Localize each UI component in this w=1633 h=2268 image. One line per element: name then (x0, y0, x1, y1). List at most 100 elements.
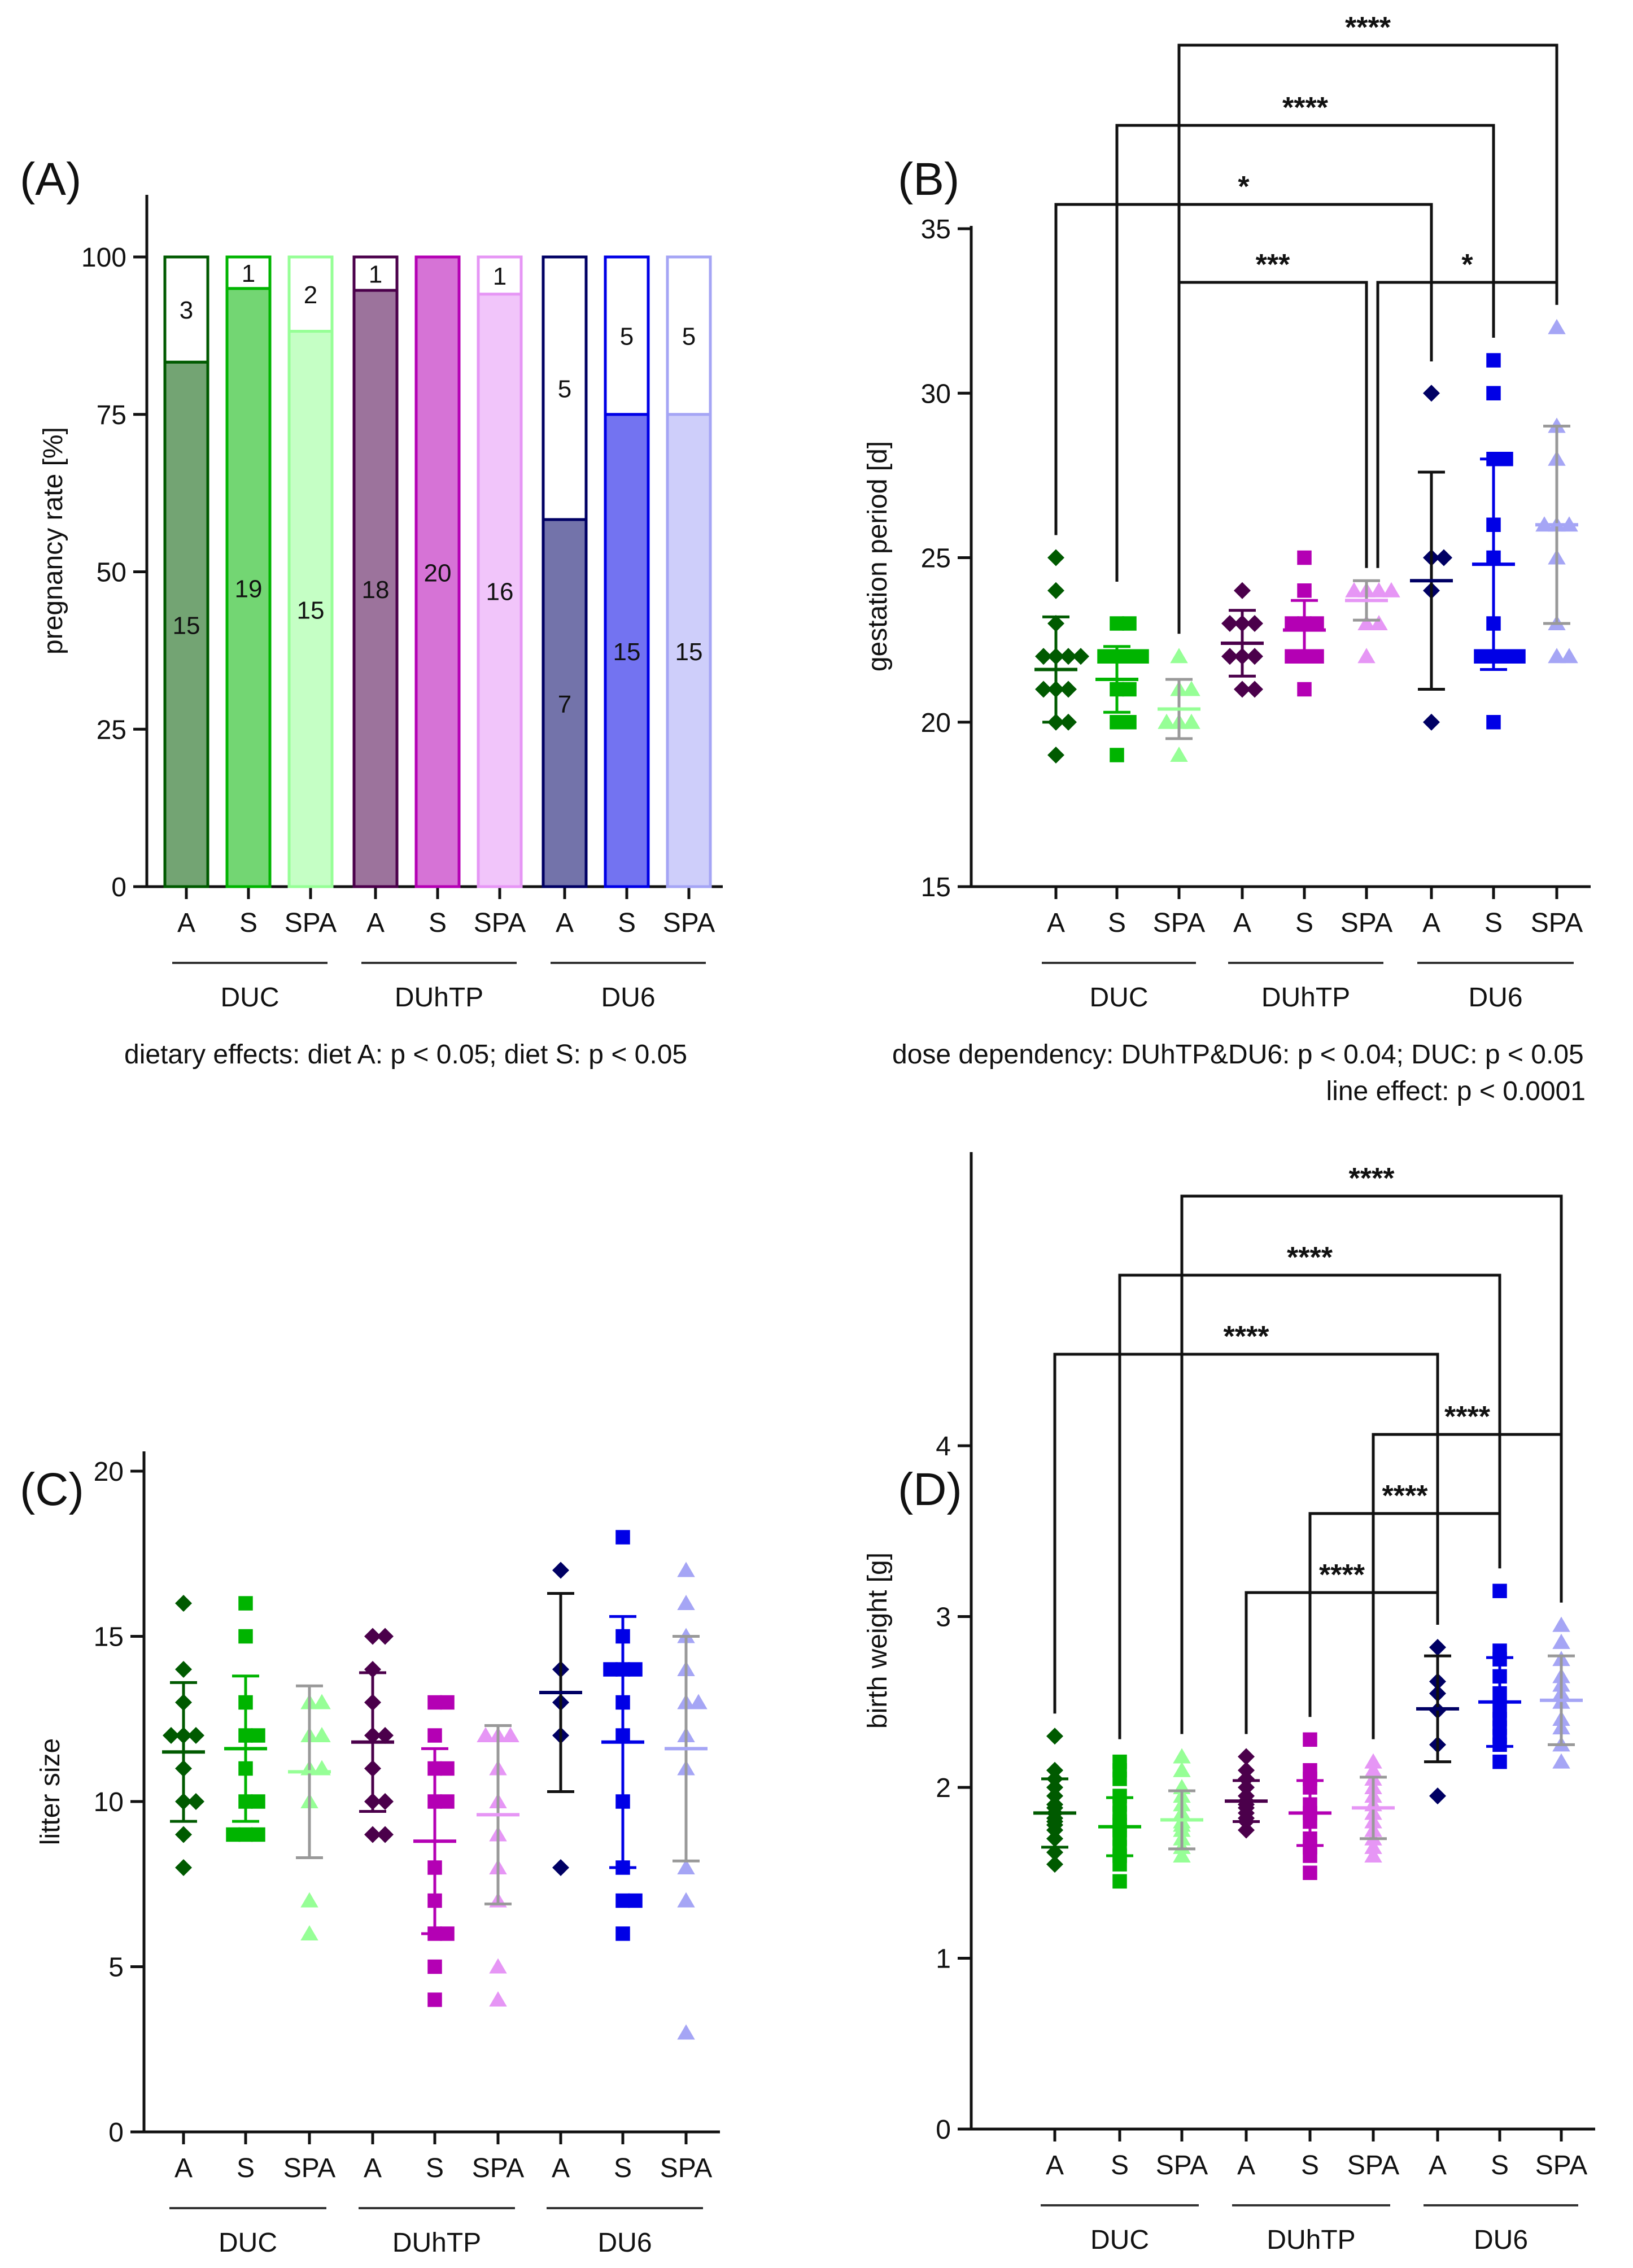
data-point (1110, 748, 1124, 762)
bar-count-not-pregnant: 1 (493, 263, 507, 290)
data-point (1046, 1856, 1063, 1873)
bar-pregnant (477, 293, 523, 888)
data-point (427, 1695, 442, 1710)
y-tick-label: 35 (921, 215, 951, 245)
y-tick-label: 100 (81, 243, 126, 273)
x-tick-label: S (1295, 908, 1313, 938)
bar-not-pregnant (163, 255, 209, 364)
data-point (1173, 1847, 1191, 1863)
data-point (175, 1595, 192, 1612)
data-point (1238, 1821, 1255, 1839)
x-tick-label: S (1111, 2151, 1129, 2180)
data-point (1492, 1584, 1507, 1598)
significance-bracket (1372, 1433, 1563, 1739)
data-point (1158, 713, 1176, 729)
x-tick-label: A (1047, 908, 1065, 938)
data-point (1238, 1770, 1255, 1787)
data-point (689, 1694, 708, 1709)
data-point (1221, 615, 1238, 632)
bar-count-not-pregnant: 1 (369, 261, 382, 289)
data-point (477, 1727, 495, 1742)
data-point (1303, 1732, 1317, 1747)
data-point (1357, 615, 1376, 630)
data-point (1046, 1761, 1063, 1779)
data-point (1552, 1616, 1570, 1632)
x-tick-label: SPA (1156, 2151, 1208, 2180)
data-point (427, 1728, 442, 1743)
x-tick-label: A (177, 908, 195, 938)
bar-count-pregnant: 20 (424, 560, 452, 587)
data-point (1110, 616, 1124, 631)
x-tick-label: SPA (1535, 2151, 1587, 2180)
data-point (501, 1727, 519, 1742)
x-tick-label: S (239, 908, 257, 938)
x-tick-label: A (1237, 2151, 1255, 2180)
data-point (1370, 582, 1388, 597)
bar-count-pregnant: 15 (297, 596, 325, 624)
data-point (1285, 616, 1299, 631)
data-point (489, 1958, 507, 1974)
y-tick-label: 15 (94, 1623, 124, 1652)
data-point (1046, 1728, 1063, 1745)
panel-label: (A) (20, 154, 81, 205)
data-point (1173, 1761, 1191, 1777)
bar-count-pregnant: 15 (173, 612, 200, 640)
data-point (440, 1794, 455, 1809)
bar-count-not-pregnant: 5 (682, 322, 696, 350)
y-axis-title: pregnancy rate [%] (38, 427, 68, 655)
significance-label: **** (1224, 1320, 1270, 1353)
data-point (1364, 1761, 1382, 1777)
y-tick-label: 0 (108, 2118, 124, 2148)
bar-not-pregnant (352, 255, 399, 292)
y-tick-label: 25 (97, 715, 126, 745)
data-point (1297, 583, 1312, 598)
data-point (1303, 1763, 1317, 1778)
x-tick-label: A (366, 908, 385, 938)
data-point (440, 1761, 455, 1776)
significance-bracket (1118, 1273, 1501, 1739)
data-point (1234, 681, 1251, 698)
data-point (677, 1562, 695, 1577)
significance-bracket (1177, 281, 1368, 634)
bar-count-not-pregnant: 5 (558, 375, 571, 403)
data-point (1072, 648, 1089, 665)
y-tick-label: 1 (936, 1944, 951, 1974)
data-point (677, 1595, 695, 1610)
x-tick-label: SPA (663, 908, 715, 938)
y-tick-label: 2 (936, 1773, 951, 1803)
data-point (677, 1892, 695, 1908)
bar-count-not-pregnant: 3 (180, 296, 193, 324)
y-tick-label: 4 (936, 1432, 951, 1462)
data-point (1097, 649, 1112, 664)
x-tick-label: A (174, 2153, 193, 2183)
y-tick-label: 0 (936, 2115, 951, 2145)
data-point (1035, 648, 1052, 665)
data-point (251, 1794, 265, 1809)
data-point (1047, 747, 1064, 764)
significance-label: **** (1287, 1241, 1333, 1274)
panel-label: (D) (898, 1464, 962, 1515)
data-point (1423, 385, 1440, 402)
bar-not-pregnant (542, 255, 588, 521)
data-point (1345, 582, 1363, 597)
data-point (1423, 713, 1440, 731)
data-point (1170, 648, 1188, 664)
data-point (238, 1827, 253, 1842)
data-point (1486, 715, 1501, 730)
data-point (1238, 1748, 1255, 1765)
data-point (1492, 1643, 1507, 1658)
data-point (1486, 353, 1501, 368)
panel-label: (B) (898, 154, 959, 205)
x-tick-label: A (364, 2153, 382, 2183)
bar-pregnant (414, 255, 461, 888)
x-tick-label: A (1233, 908, 1251, 938)
data-point (1560, 648, 1578, 664)
data-point (175, 1661, 192, 1678)
x-tick-label: SPA (1341, 908, 1392, 938)
data-point (175, 1826, 192, 1843)
data-point (1112, 1874, 1127, 1889)
y-tick-label: 30 (921, 379, 951, 409)
data-point (1429, 1787, 1446, 1805)
significance-label: *** (1256, 248, 1290, 281)
